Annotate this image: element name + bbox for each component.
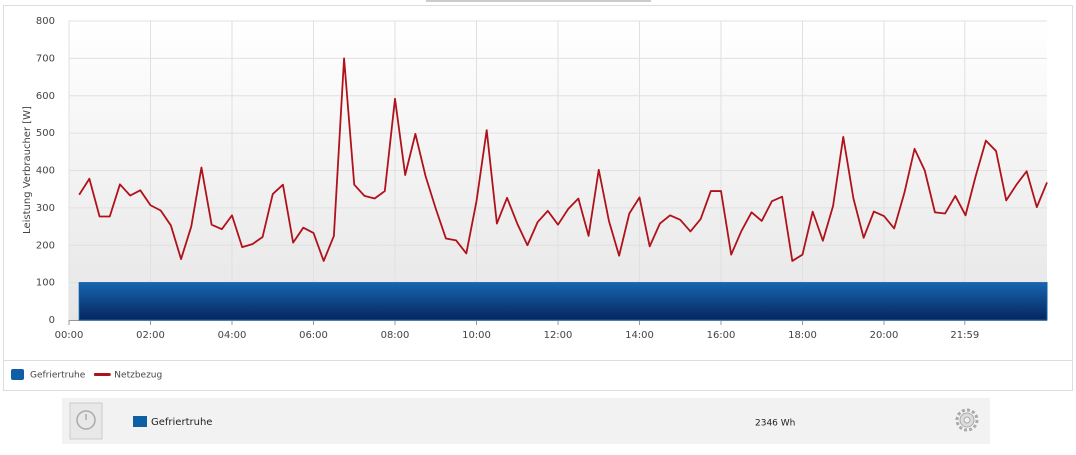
line xyxy=(78,57,1048,262)
x-tick-label: 16:00 xyxy=(707,330,736,341)
x-tick-label: 18:00 xyxy=(788,330,817,341)
legend-hit[interactable] xyxy=(9,366,88,383)
y-tick-label: 700 xyxy=(36,53,55,64)
y-tick-label: 400 xyxy=(36,166,55,177)
y-tick-label: 200 xyxy=(36,240,55,251)
y-tick-label: 0 xyxy=(49,315,55,326)
x-tick-label: 20:00 xyxy=(870,330,899,341)
y-tick-label: 100 xyxy=(36,278,55,289)
x-tick-label: 12:00 xyxy=(544,330,573,341)
summary-energy: 2346 Wh xyxy=(755,419,795,429)
y-axis-label: Leistung Verbraucher [W] xyxy=(22,106,33,234)
x-tick-label: 02:00 xyxy=(136,330,165,341)
x-tick-label: 08:00 xyxy=(381,330,410,341)
gear-teeth xyxy=(955,408,979,432)
x-tick-label: 14:00 xyxy=(625,330,654,341)
x-tick-label: 06:00 xyxy=(299,330,328,341)
legend-swatch xyxy=(11,369,24,380)
x-tick-label: 00:00 xyxy=(55,330,84,341)
y-tick-label: 600 xyxy=(36,91,55,102)
meter-dial xyxy=(76,410,96,430)
gear-hole xyxy=(963,416,971,424)
y-tick-label: 800 xyxy=(36,16,55,27)
x-tick-label: 10:00 xyxy=(462,330,491,341)
y-tick-label: 500 xyxy=(36,128,55,139)
top-bar xyxy=(426,0,651,2)
x-tick-label: 04:00 xyxy=(218,330,247,341)
summary-swatch xyxy=(133,416,147,427)
summary-name: Gefriertruhe xyxy=(151,417,212,428)
legend-label: Gefriertruhe xyxy=(30,371,86,381)
area xyxy=(78,282,1048,321)
x-tick-label: 21:59 xyxy=(950,330,979,341)
legend-hit[interactable] xyxy=(93,366,165,383)
summary-panel xyxy=(62,398,990,444)
settings-icon[interactable] xyxy=(955,408,979,432)
y-tick-label: 300 xyxy=(36,203,55,214)
legend-label: Netzbezug xyxy=(114,371,162,381)
meter-icon[interactable] xyxy=(69,402,103,440)
